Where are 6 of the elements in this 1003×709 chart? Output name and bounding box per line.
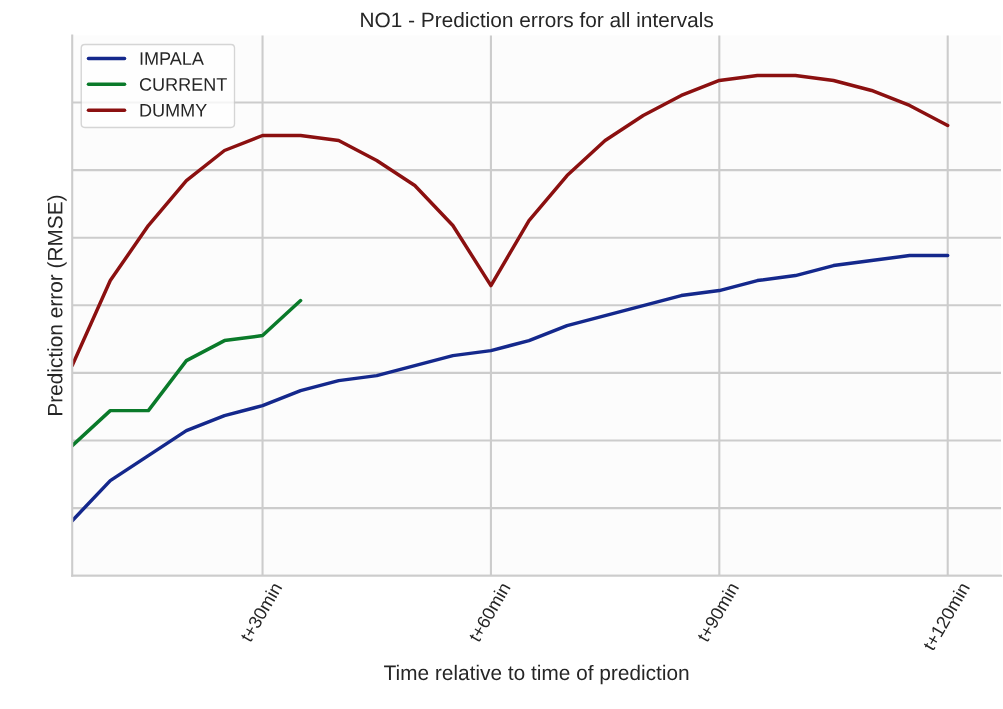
- y-axis-title: Prediction error (RMSE): [47, 195, 67, 415]
- x-axis-title: Time relative to time of prediction: [384, 664, 689, 685]
- legend-label: IMPALA: [140, 52, 204, 65]
- legend-label: DUMMY: [140, 104, 207, 117]
- chart-title: NO1 - Prediction errors for all intervals: [361, 12, 713, 28]
- legend-label: CURRENT: [139, 78, 227, 91]
